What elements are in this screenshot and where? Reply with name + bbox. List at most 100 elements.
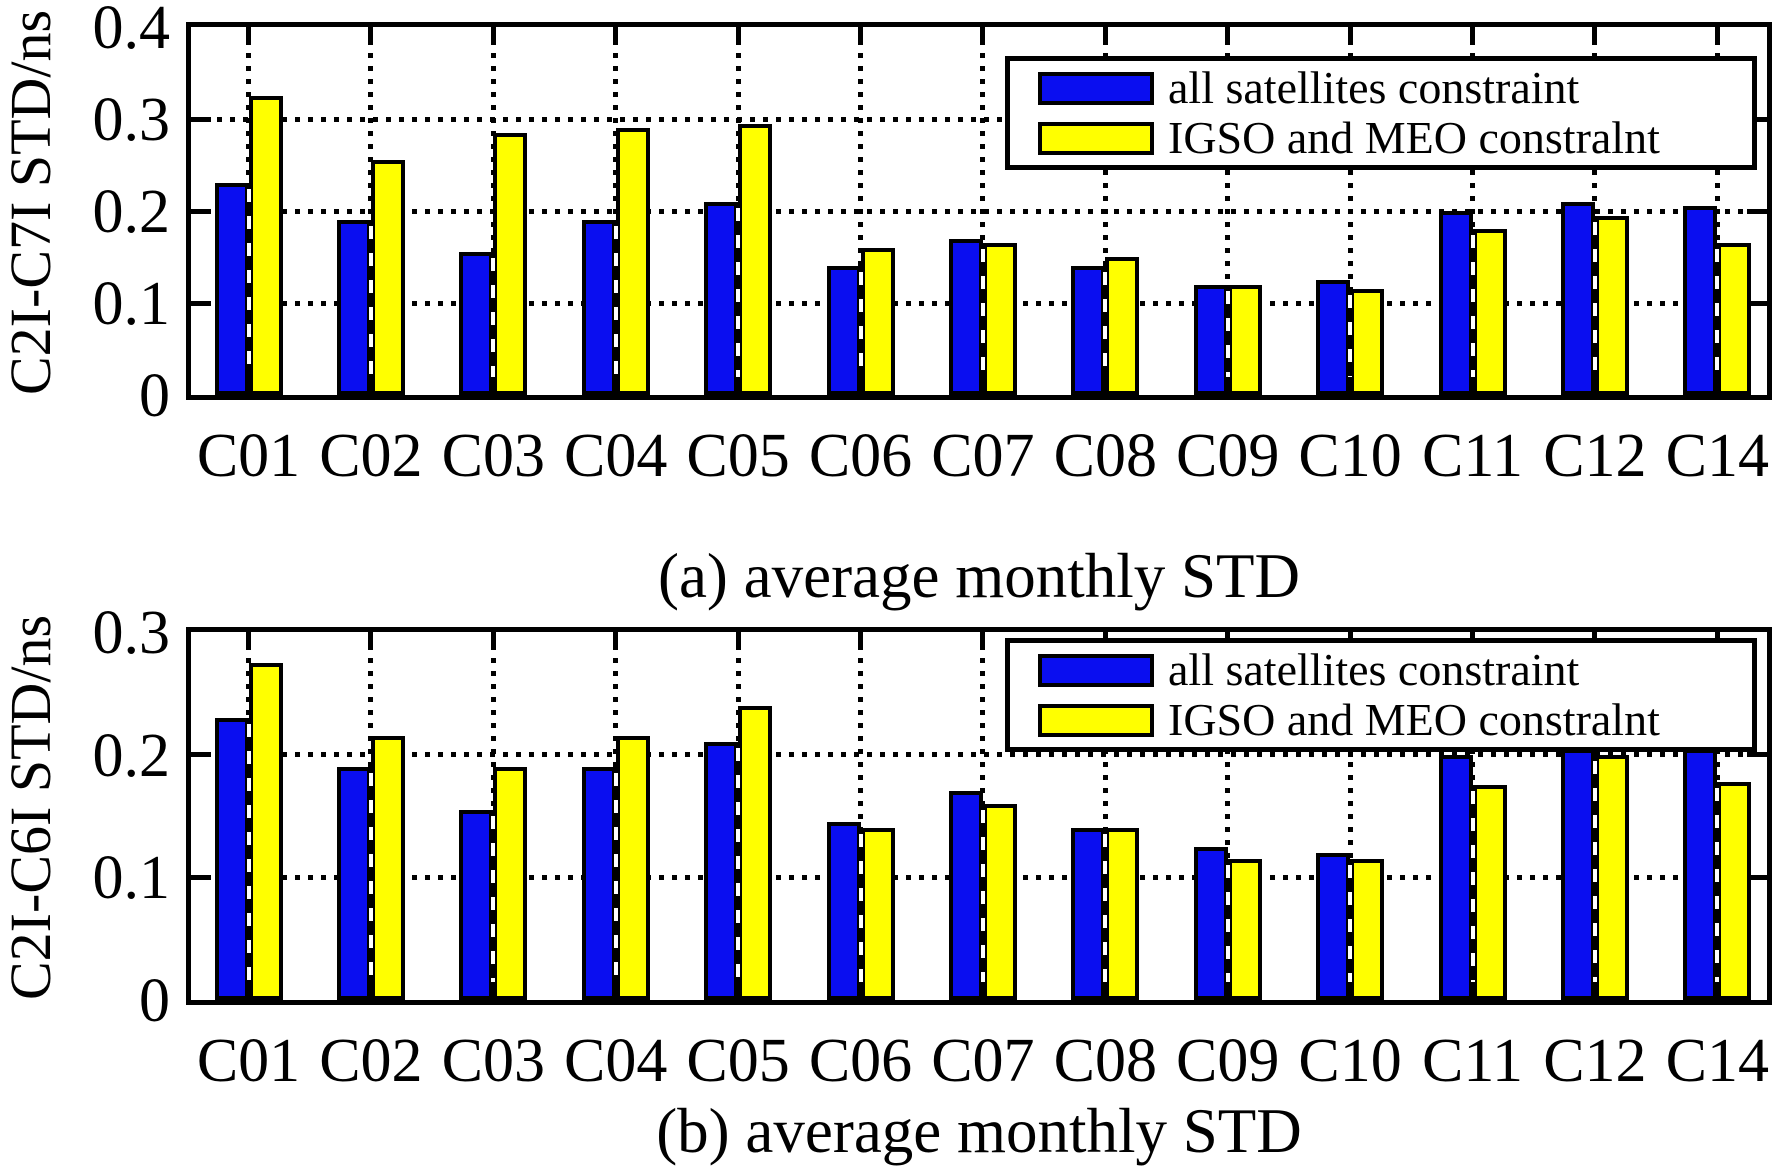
x-tick-top: [368, 27, 374, 45]
x-tick-label-C11: C11: [1421, 422, 1524, 490]
x-tick-label-C09: C09: [1176, 422, 1280, 490]
x-tick-label-C07: C07: [931, 422, 1035, 490]
y-tick-left: [191, 208, 211, 214]
bar-yellow-C01: [248, 662, 283, 1000]
y-tick-left: [191, 752, 211, 758]
bar-yellow-C09: [1227, 858, 1262, 1000]
y-tick-label: 0.1: [92, 844, 171, 913]
gridline-horizontal: [191, 752, 1767, 758]
bar-blue-C05: [704, 742, 739, 1000]
x-tick-bottom: [613, 982, 619, 1000]
y-tick-right: [1747, 300, 1767, 306]
bar-blue-C05: [704, 201, 739, 395]
bar-blue-C10: [1316, 280, 1351, 395]
bar-pair-junction-line: [1348, 864, 1353, 1000]
x-tick-label-C06: C06: [808, 1027, 913, 1095]
x-tick-bottom: [735, 982, 741, 1000]
x-tick-label-C14: C14: [1665, 422, 1769, 490]
y-tick-right: [1747, 208, 1767, 214]
legend-entry-igso-meo: IGSO and MEO constralnt: [1038, 697, 1752, 743]
bar-blue-C04: [581, 220, 616, 395]
bar-pair-junction-line: [491, 815, 496, 1000]
x-tick-bottom: [858, 982, 863, 1000]
x-tick-top: [1714, 27, 1720, 45]
bar-pair-junction-line: [613, 226, 618, 395]
x-tick-top: [980, 632, 986, 650]
bar-yellow-C06: [860, 247, 895, 395]
bar-blue-C10: [1316, 852, 1351, 1000]
x-tick-label-C10: C10: [1298, 1027, 1402, 1095]
bar-pair-junction-line: [1225, 290, 1230, 395]
bar-pair-junction-line: [1715, 787, 1720, 1000]
x-tick-bottom: [1592, 982, 1598, 1000]
bar-yellow-C08: [1105, 828, 1140, 1000]
legend-entry-all-satellites: all satellites constraint: [1038, 647, 1752, 693]
gridline-horizontal: [191, 208, 1767, 214]
bar-yellow-C06: [860, 828, 895, 1000]
x-tick-label-C12: C12: [1543, 1027, 1647, 1095]
x-tick-bottom: [1347, 377, 1353, 395]
bar-pair-junction-line: [1103, 272, 1108, 395]
bar-yellow-C11: [1472, 229, 1507, 395]
x-tick-top: [246, 632, 251, 650]
x-tick-bottom: [490, 982, 496, 1000]
bar-pair-junction-line: [858, 834, 863, 1000]
bar-pair-junction-line: [613, 772, 618, 1000]
legend-entry-all-satellites: all satellites constraint: [1038, 65, 1752, 111]
bar-yellow-C10: [1350, 289, 1385, 395]
bar-blue-C03: [459, 252, 494, 395]
gridline-horizontal: [191, 116, 1767, 122]
bar-yellow-C05: [738, 705, 773, 1000]
bar-blue-C12: [1560, 201, 1595, 395]
y-tick-label: 0.2: [92, 178, 171, 246]
legend-label: all satellites constraint: [1168, 62, 1580, 113]
bar-blue-C03: [459, 809, 494, 1000]
x-tick-bottom: [613, 377, 619, 395]
legend-label: IGSO and MEO constralnt: [1168, 112, 1660, 163]
bar-yellow-C10: [1350, 858, 1385, 1000]
x-tick-bottom: [980, 377, 986, 395]
bar-blue-C08: [1071, 828, 1106, 1000]
bar-blue-C02: [336, 220, 371, 395]
x-tick-top: [1225, 27, 1231, 45]
bar-yellow-C12: [1594, 215, 1629, 395]
bar-blue-C04: [581, 766, 616, 1000]
y-tick-left: [191, 116, 211, 122]
bar-pair-junction-line: [736, 748, 741, 1000]
bar-yellow-C05: [738, 123, 773, 395]
x-tick-label-C12: C12: [1543, 422, 1647, 490]
x-tick-top: [613, 632, 619, 650]
x-tick-bottom: [368, 377, 374, 395]
x-tick-top: [490, 27, 496, 45]
x-tick-label-C03: C03: [441, 422, 545, 490]
legend-entry-igso-meo: IGSO and MEO constralnt: [1038, 115, 1752, 161]
bar-yellow-C01: [248, 96, 283, 395]
bar-blue-C06: [826, 266, 861, 395]
bar-yellow-C08: [1105, 257, 1140, 395]
gridline-vertical: [1347, 632, 1353, 1000]
bar-pair-junction-line: [980, 809, 985, 1000]
x-tick-bottom: [858, 377, 863, 395]
bar-pair-junction-line: [1715, 249, 1720, 395]
x-tick-bottom: [735, 377, 741, 395]
bar-pair-junction-line: [1592, 221, 1597, 395]
x-tick-bottom: [1714, 982, 1720, 1000]
x-tick-label-C02: C02: [319, 1027, 423, 1095]
y-tick-right: [1747, 752, 1767, 758]
x-tick-label-C01: C01: [196, 1027, 301, 1095]
bar-pair-junction-line: [980, 249, 985, 395]
bar-yellow-C07: [982, 803, 1017, 1000]
x-tick-label-C08: C08: [1053, 422, 1157, 490]
x-tick-bottom: [1225, 377, 1231, 395]
caption-b: (b) average monthly STD: [656, 1096, 1302, 1166]
bar-blue-C11: [1438, 754, 1473, 1000]
bar-pair-junction-line: [246, 723, 251, 1000]
gridline-vertical: [1102, 632, 1108, 1000]
blue-swatch: [1038, 71, 1154, 105]
x-tick-bottom: [1347, 982, 1353, 1000]
plot-area-b: [186, 627, 1772, 1005]
y-tick-left: [191, 300, 211, 306]
yellow-swatch: [1038, 703, 1154, 737]
legend-label: IGSO and MEO constralnt: [1168, 694, 1660, 745]
